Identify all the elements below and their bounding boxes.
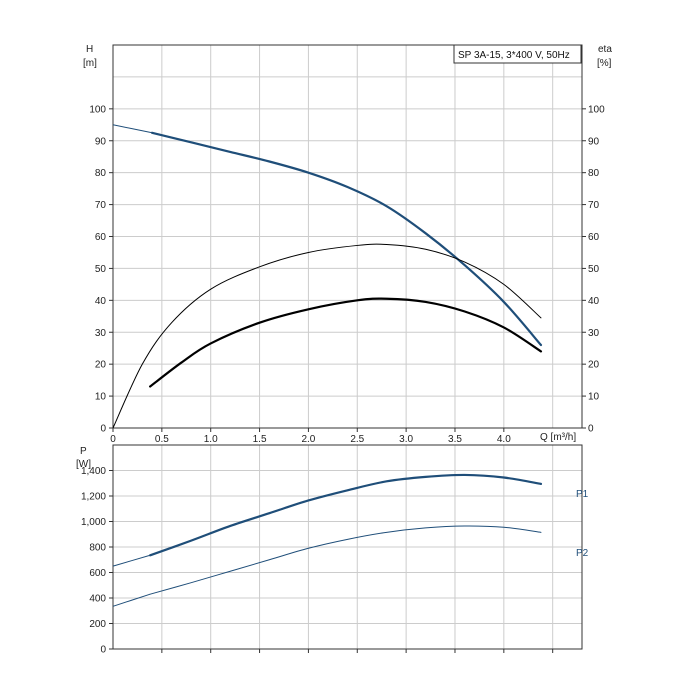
series-line-P2	[149, 525, 542, 595]
series-line-head	[150, 131, 543, 347]
series-line-P1	[149, 473, 543, 557]
x-tick-label: 1.0	[204, 434, 218, 445]
series-line-eta-total	[149, 297, 543, 388]
x-tick-label: 2.5	[350, 434, 364, 445]
x-axis-title: Q [m³/h]	[540, 432, 576, 443]
y-right-tick-label: 80	[588, 168, 600, 179]
y-left-axis-unit: [m]	[83, 58, 97, 69]
power-tick-label: 1,200	[81, 492, 106, 503]
series-line-P2-extension	[112, 593, 151, 607]
y-right-axis-title: eta	[598, 44, 612, 55]
y-left-tick-label: 100	[89, 104, 106, 115]
y-right-tick-label: 90	[588, 136, 600, 147]
y-left-tick-label: 10	[95, 392, 107, 403]
bottom-tick-labels: 0 200 400 600 800 1,000 1,200 1,400	[81, 466, 554, 656]
legend-label: SP 3A-15, 3*400 V, 50Hz	[458, 50, 570, 61]
x-tick-label: 2.0	[301, 434, 315, 445]
series-line-head-extension	[112, 124, 153, 134]
power-tick-label: 600	[89, 568, 106, 579]
y-left-tick-label: 90	[95, 136, 107, 147]
x-tick-label: 1.5	[253, 434, 267, 445]
series-line-eta-pump	[112, 243, 542, 429]
power-tick-label: 0	[100, 645, 106, 656]
x-tick-label: 0.5	[155, 434, 169, 445]
y-left-tick-label: 70	[95, 200, 107, 211]
x-tick-label: 3.5	[448, 434, 462, 445]
y-left-tick-label: 0	[100, 424, 106, 435]
y-left-tick-label: 40	[95, 296, 107, 307]
y-right-tick-label: 10	[588, 392, 600, 403]
power-axis-title: P	[80, 446, 87, 457]
y-right-tick-label: 50	[588, 264, 600, 275]
y-right-tick-label: 20	[588, 360, 600, 371]
y-right-tick-label: 60	[588, 232, 600, 243]
y-right-axis-unit: [%]	[597, 58, 612, 69]
x-tick-label: 3.0	[399, 434, 413, 445]
y-left-tick-label: 30	[95, 328, 107, 339]
y-left-tick-label: 50	[95, 264, 107, 275]
y-right-tick-label: 0	[588, 424, 594, 435]
bottom-grid	[113, 444, 582, 649]
y-right-tick-label: 30	[588, 328, 600, 339]
power-tick-label: 200	[89, 619, 106, 630]
top-series-group	[112, 124, 543, 429]
y-left-tick-label: 80	[95, 168, 107, 179]
power-tick-label: 1,000	[81, 517, 106, 528]
bottom-series-group	[112, 473, 543, 607]
power-tick-label: 800	[89, 543, 106, 554]
top-grid	[113, 44, 582, 428]
y-right-tick-label: 40	[588, 296, 600, 307]
y-right-tick-label: 70	[588, 200, 600, 211]
series-line-P1-extension	[112, 554, 151, 567]
x-tick-label: 4.0	[497, 434, 511, 445]
y-left-axis-title: H	[86, 44, 93, 55]
power-tick-label: 1,400	[81, 466, 106, 477]
y-left-tick-label: 20	[95, 360, 107, 371]
series-label-p1: P1	[576, 489, 589, 500]
x-tick-label: 0	[110, 434, 116, 445]
legend-box	[453, 44, 582, 64]
power-panel: 0 200 400 600 800 1,000 1,200 1,400 P [W] P1 P2	[76, 444, 589, 656]
power-tick-label: 400	[89, 594, 106, 605]
y-left-tick-label: 60	[95, 232, 107, 243]
series-label-p2: P2	[576, 548, 589, 559]
power-axis-unit: [W]	[76, 459, 91, 470]
y-right-tick-label: 100	[588, 104, 605, 115]
